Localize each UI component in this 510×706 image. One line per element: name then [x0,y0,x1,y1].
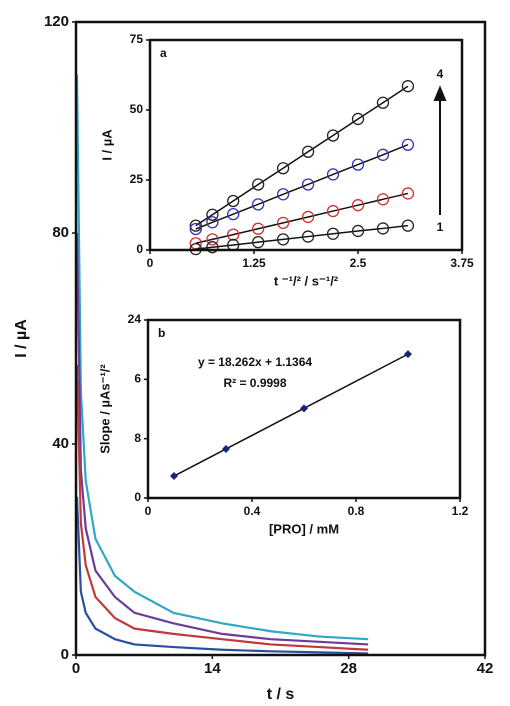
marker [351,224,365,238]
plot-frame [146,318,462,500]
y-axis-label: Slope / µAs⁻¹/² [97,364,112,454]
marker [252,222,265,235]
marker [189,222,202,236]
marker [206,208,219,221]
chart-panel: 0 1.25 2.5 3.75 0 25 50 75 t ⁻¹/² / s⁻¹/² I / µA a… [99,32,474,288]
marker [351,112,365,126]
marker [326,204,340,218]
x-tick-label: 1.25 [242,256,266,270]
marker [301,178,315,191]
annotation: 1 [437,220,444,234]
x-tick-label: 0 [72,660,80,677]
y-tick-label: 25 [130,172,144,186]
arrow [433,85,447,215]
marker [376,148,390,161]
x-axis-label: [PRO] / mM [269,521,339,536]
panel-label: a [160,46,167,60]
y-tick-label: 6 [134,372,141,386]
panel-label: b [158,326,165,340]
plot-frame [148,38,464,252]
x-tick-label: 0 [145,504,152,518]
marker [227,208,240,221]
marker [376,222,390,235]
y-tick-label: 8 [134,431,141,445]
marker [252,198,265,211]
marker [351,199,365,212]
marker [170,472,178,481]
marker [206,216,219,229]
marker [301,145,315,158]
marker [404,350,412,359]
annotation: y = 18.262x + 1.1364 [198,355,312,369]
y-axis-label: I / µA [13,319,30,358]
fit-line [195,144,409,230]
marker [376,96,390,109]
marker [222,444,230,453]
marker [326,168,340,181]
marker [276,216,290,229]
fit-line [195,85,409,227]
y-tick-label: 0 [136,242,143,256]
marker [326,129,340,142]
marker [401,80,415,93]
data-line [75,496,369,655]
marker [252,178,265,191]
marker [326,227,340,240]
marker [227,194,240,208]
marker [301,230,315,243]
plot-frame [74,20,487,657]
data-line [75,364,369,651]
marker [351,158,365,171]
data-line [75,232,369,646]
y-axis-label: I / µA [99,129,114,161]
y-tick-label: 0 [134,490,141,504]
chart-panel: 0 0.4 0.8 1.2 0 8 6 24 [PRO] / mM Slope / µAs⁻¹/²… [97,312,468,536]
marker [276,162,290,175]
x-axis-label: t / s [267,686,295,703]
marker [376,193,390,206]
y-tick-label: 24 [128,312,142,326]
marker [301,210,315,224]
y-tick-label: 50 [130,102,144,116]
fit-line [173,353,409,477]
marker [206,241,219,254]
y-tick-label: 80 [52,224,69,241]
data-line [75,74,369,641]
y-tick-label: 75 [130,32,144,46]
x-tick-label: 3.75 [450,256,474,270]
x-tick-label: 0 [147,256,154,270]
x-tick-label: 42 [477,660,494,677]
inset-background [150,40,462,250]
marker [206,233,219,246]
marker [401,219,415,232]
fit-line [195,192,409,245]
x-tick-label: 14 [204,660,221,677]
x-tick-label: 2.5 [350,256,367,270]
marker [276,188,290,201]
y-tick-label: 0 [61,646,69,663]
fit-line [195,224,409,250]
marker [276,233,290,246]
x-tick-label: 0.8 [348,504,365,518]
marker [401,187,415,200]
marker [252,236,265,249]
marker [401,138,415,151]
marker [189,219,202,232]
x-tick-label: 28 [340,660,357,677]
x-axis-label: t ⁻¹/² / s⁻¹/² [274,273,339,288]
y-tick-label: 40 [52,435,69,452]
y-tick-label: 120 [44,13,69,30]
annotation: R² = 0.9998 [223,376,286,390]
annotation: 4 [437,67,444,81]
x-tick-label: 0.4 [244,504,261,518]
x-tick-label: 1.2 [452,504,469,518]
marker [300,404,308,413]
